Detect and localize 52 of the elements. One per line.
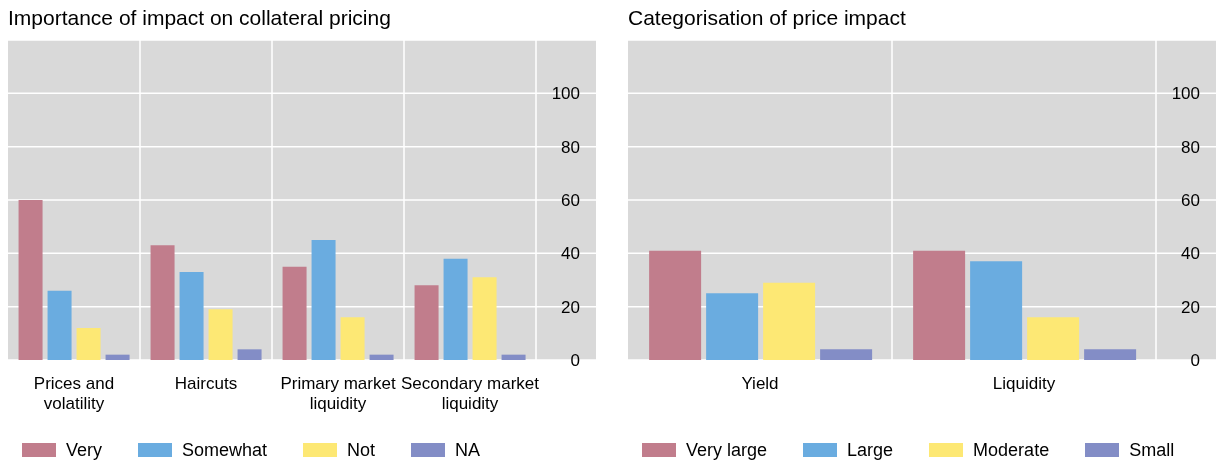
x-tick-label: Haircuts: [174, 374, 238, 394]
chart-title: Importance of impact on collateral pricing: [7, 5, 392, 31]
bar: [414, 285, 439, 360]
x-tick-label: Liquidity: [992, 374, 1056, 394]
bar: [369, 354, 394, 360]
y-tick-label: 80: [1181, 137, 1200, 157]
legend-label: Somewhat: [182, 439, 268, 461]
bar: [282, 266, 307, 360]
bar: [76, 328, 101, 360]
y-tick-label: 100: [1171, 84, 1200, 104]
bar: [1084, 349, 1137, 360]
y-tick-label: 80: [561, 137, 580, 157]
legend-label: Very large: [686, 439, 768, 461]
bar: [18, 200, 43, 360]
bar: [443, 258, 468, 360]
bar: [47, 290, 72, 360]
bar: [472, 277, 497, 360]
bar: [913, 250, 966, 360]
bar: [311, 240, 336, 360]
bar: [970, 261, 1023, 360]
bar: [649, 250, 702, 360]
y-tick-label: 0: [570, 351, 580, 371]
bar: [150, 245, 175, 360]
x-tick-label: Secondary market liquidity: [401, 374, 540, 413]
y-tick-label: 40: [1181, 244, 1200, 264]
legend-label: NA: [455, 439, 481, 461]
legend-label: Moderate: [973, 439, 1050, 461]
y-tick-label: 20: [1181, 297, 1200, 317]
bar: [501, 354, 526, 360]
bar: [340, 317, 365, 360]
y-tick-label: 40: [561, 244, 580, 264]
x-tick-label: Prices and volatility: [33, 374, 115, 413]
y-tick-label: 100: [551, 84, 580, 104]
y-tick-label: 60: [1181, 191, 1200, 211]
bar: [706, 293, 759, 360]
y-tick-label: 20: [561, 297, 580, 317]
y-tick-label: 60: [561, 191, 580, 211]
legend-label: Very: [66, 439, 103, 461]
bar: [763, 282, 816, 360]
x-tick-label: Yield: [741, 374, 779, 394]
bar: [179, 272, 204, 360]
bar: [208, 309, 233, 360]
bar: [237, 349, 262, 360]
bar: [1027, 317, 1080, 360]
legend-label: Not: [347, 439, 376, 461]
y-tick-label: 0: [1190, 351, 1200, 371]
legend-label: Large: [847, 439, 894, 461]
bar: [105, 354, 130, 360]
chart-title: Categorisation of price impact: [627, 5, 907, 31]
bar: [820, 349, 873, 360]
x-tick-label: Primary market liquidity: [280, 374, 396, 413]
legend-label: Small: [1129, 439, 1175, 461]
